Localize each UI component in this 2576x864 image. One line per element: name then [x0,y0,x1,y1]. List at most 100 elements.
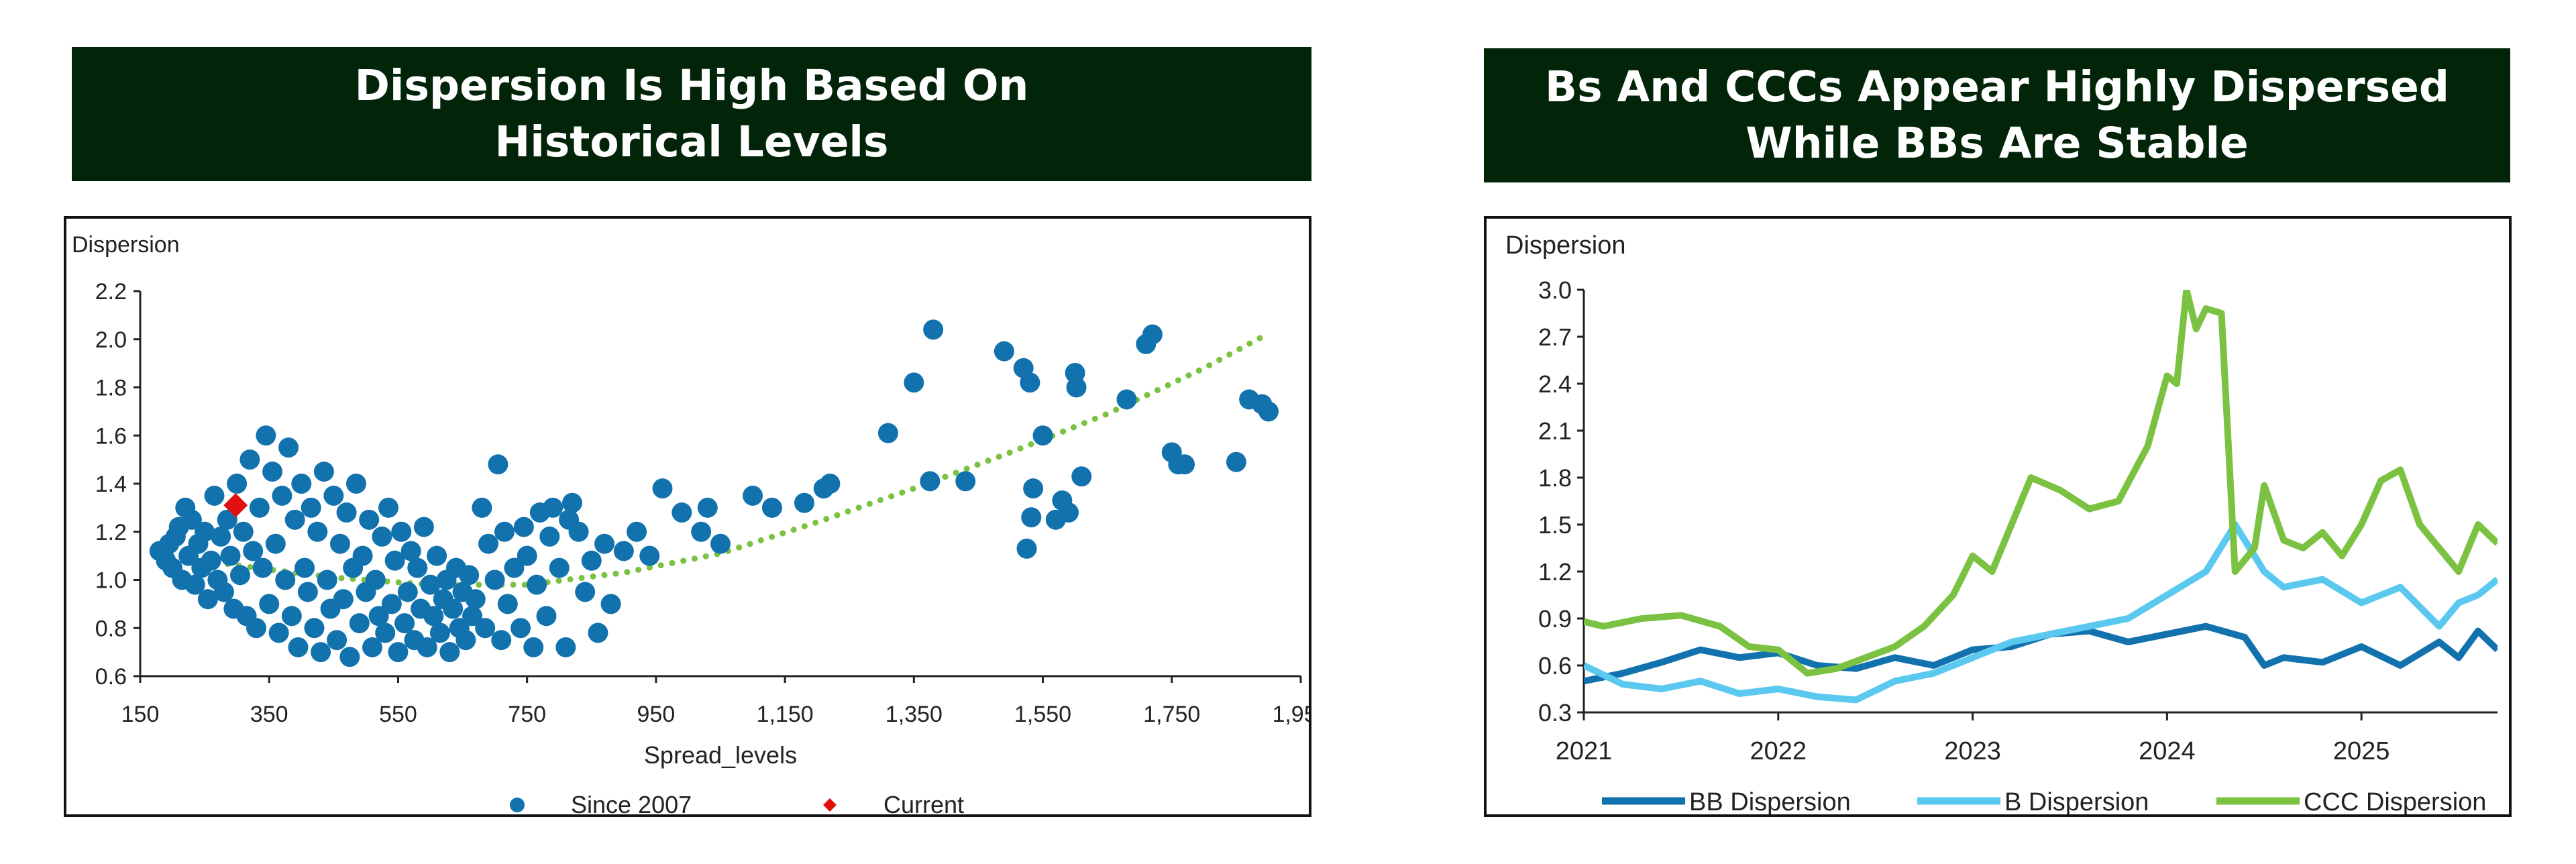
scatter-point [600,594,621,614]
current-point [223,493,248,518]
y-tick-label: 1.0 [95,568,127,594]
scatter-chart-panel: Dispersion 0.6 0.8 1.0 1.2 1.4 1.6 1.8 2.0 2.2 150… [64,216,1311,817]
scatter-point [420,574,441,595]
y-tick-label: 1.8 [95,376,127,401]
scatter-point [1065,362,1085,383]
line-chart-panel: Dispersion 0.3 0.6 0.9 1.2 1.5 1.8 2.1 2.4 2.7 3.0… [1484,216,2512,817]
scatter-point [581,550,602,571]
scatter-point [246,618,266,639]
scatter-point [794,492,814,513]
scatter-point [217,509,237,530]
scatter-point [291,474,312,494]
y-tick-label: 2.1 [1538,417,1572,445]
scatter-point [227,474,248,494]
scatter-point [820,474,841,494]
scatter-point [1175,454,1195,475]
y-tick-label: 0.9 [1538,605,1572,633]
scatter-point [345,474,366,494]
scatter-point [213,582,234,602]
y-tick-label: 2.7 [1538,323,1572,351]
x-axis-title: Spread_levels [644,741,797,769]
scatter-point [268,623,289,643]
legend-b-label: B Dispersion [2004,788,2149,814]
y-tick-label: 0.3 [1538,699,1572,726]
right-title-line-1: Bs And CCCs Appear Highly Dispersed [1545,62,2449,111]
x-tick-label: 2024 [2139,737,2196,765]
scatter-point [459,565,480,586]
scatter-point [181,509,202,530]
left-chart-title: Dispersion Is High Based On Historical L… [72,47,1311,181]
scatter-point [259,594,280,614]
scatter-point [555,637,576,657]
x-tick-label: 950 [637,702,676,727]
scatter-point [904,372,924,393]
scatter-point [365,570,386,590]
scatter-point [517,545,537,566]
scatter-point [478,533,498,554]
scatter-point [413,517,434,537]
trend-line [156,333,1265,588]
legend-current-label: Current [883,791,964,814]
scatter-point [697,497,718,518]
scatter-point [494,521,515,542]
right-title-line-2: While BBs Are Stable [1746,119,2249,168]
scatter-point [443,598,464,619]
y-tick-label: 1.5 [1538,511,1572,539]
scatter-point [262,462,283,482]
scatter-point [301,497,321,518]
scatter-point [275,570,296,590]
scatter-point [197,589,218,610]
scatter-point [1016,538,1037,559]
scatter-point [455,630,476,651]
x-tick-label: 2023 [1944,737,2001,765]
scatter-point [1023,478,1044,499]
scatter-point [761,497,782,518]
ccc-dispersion-line [1584,290,2498,677]
scatter-point [465,589,486,610]
y-tick-label: 1.6 [95,423,127,449]
scatter-point [1021,507,1042,528]
scatter-point [1226,451,1246,472]
scatter-point [204,485,225,506]
scatter-point [527,574,547,595]
scatter-point [407,557,428,578]
x-tick-label: 2021 [1556,737,1613,765]
x-tick-label: 1,150 [757,702,814,727]
scatter-point [333,589,354,610]
scatter-point [311,642,331,663]
y-tick-label: 2.0 [95,327,127,353]
y-tick-label: 0.6 [1538,652,1572,680]
y-tick-label: 2.4 [1538,370,1572,398]
x-tick-label: 1,950 [1272,702,1309,727]
scatter-point [920,471,941,492]
legend-current-marker [823,798,837,812]
scatter-point [243,541,264,561]
scatter-point [475,618,496,639]
y-tick-label: 1.8 [1538,464,1572,492]
scatter-point [384,550,405,571]
scatter-point [504,557,525,578]
x-tick-label: 1,750 [1143,702,1200,727]
x-tick-label: 150 [121,702,160,727]
scatter-point [233,521,254,542]
scatter-point [336,502,357,523]
scatter-point [429,623,450,643]
scatter-point [256,425,276,446]
scatter-point [417,637,437,657]
scatter-point [439,642,460,663]
scatter-point [388,642,409,663]
scatter-point [281,606,302,627]
scatter-point [288,637,309,657]
scatter-point [381,594,402,614]
scatter-point [239,449,260,470]
scatter-point [561,492,582,513]
scatter-chart: Dispersion 0.6 0.8 1.0 1.2 1.4 1.6 1.8 2.0 2.2 150… [72,232,1309,814]
scatter-point [313,462,334,482]
y-tick-label: 0.6 [95,664,127,690]
scatter-point [362,637,382,657]
y-tick-label: 1.2 [95,520,127,545]
scatter-point [1142,324,1163,345]
left-title-line-1: Dispersion Is High Based On [354,61,1029,110]
scatter-point [278,437,299,458]
scatter-point [568,521,589,542]
